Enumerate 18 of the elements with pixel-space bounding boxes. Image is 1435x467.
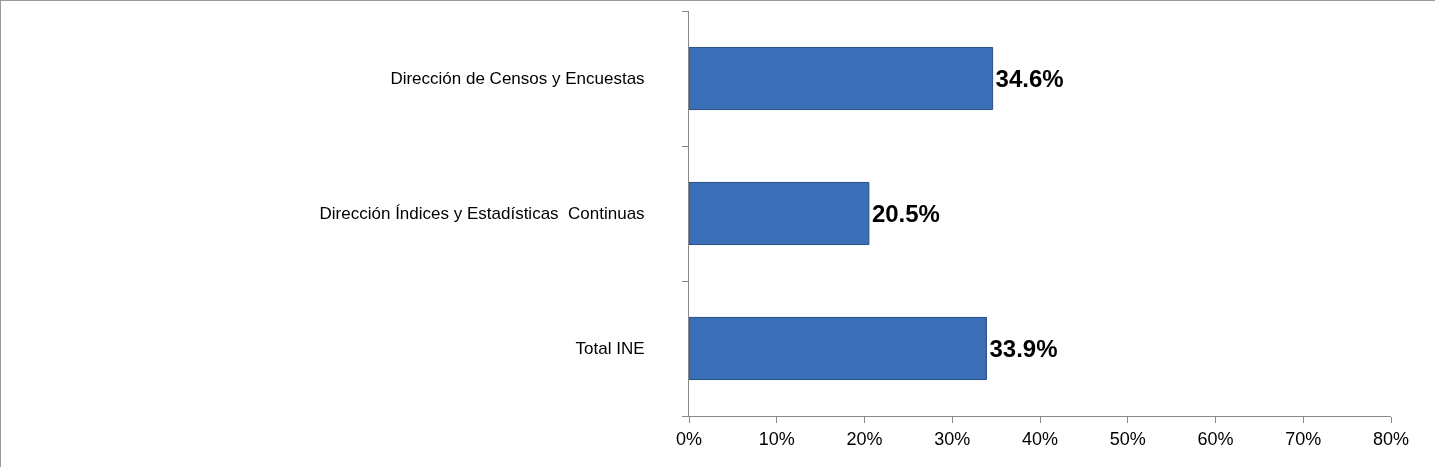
- data-label: 33.9%: [989, 335, 1058, 362]
- bar: [689, 46, 994, 111]
- y-tick-label: Dirección Índices y Estadísticas Continuas: [319, 204, 645, 224]
- y-tick-label: Dirección de Censos y Encuestas: [390, 69, 645, 89]
- x-tick-label: 70%: [1285, 428, 1322, 449]
- x-tick-label: 40%: [1021, 428, 1059, 449]
- bar: [689, 316, 987, 381]
- x-tick-label: 80%: [1372, 428, 1410, 449]
- x-tick-label: 50%: [1109, 428, 1146, 449]
- x-tick-label: 0%: [675, 428, 703, 449]
- x-tick-label: 60%: [1197, 428, 1234, 449]
- data-label: 20.5%: [871, 200, 940, 227]
- y-tick-label: Total INE: [575, 339, 645, 359]
- x-tick-label: 20%: [846, 428, 883, 449]
- x-tick-label: 30%: [934, 428, 971, 449]
- data-label: 34.6%: [995, 65, 1064, 92]
- bar: [689, 181, 870, 246]
- x-tick-label: 10%: [758, 428, 795, 449]
